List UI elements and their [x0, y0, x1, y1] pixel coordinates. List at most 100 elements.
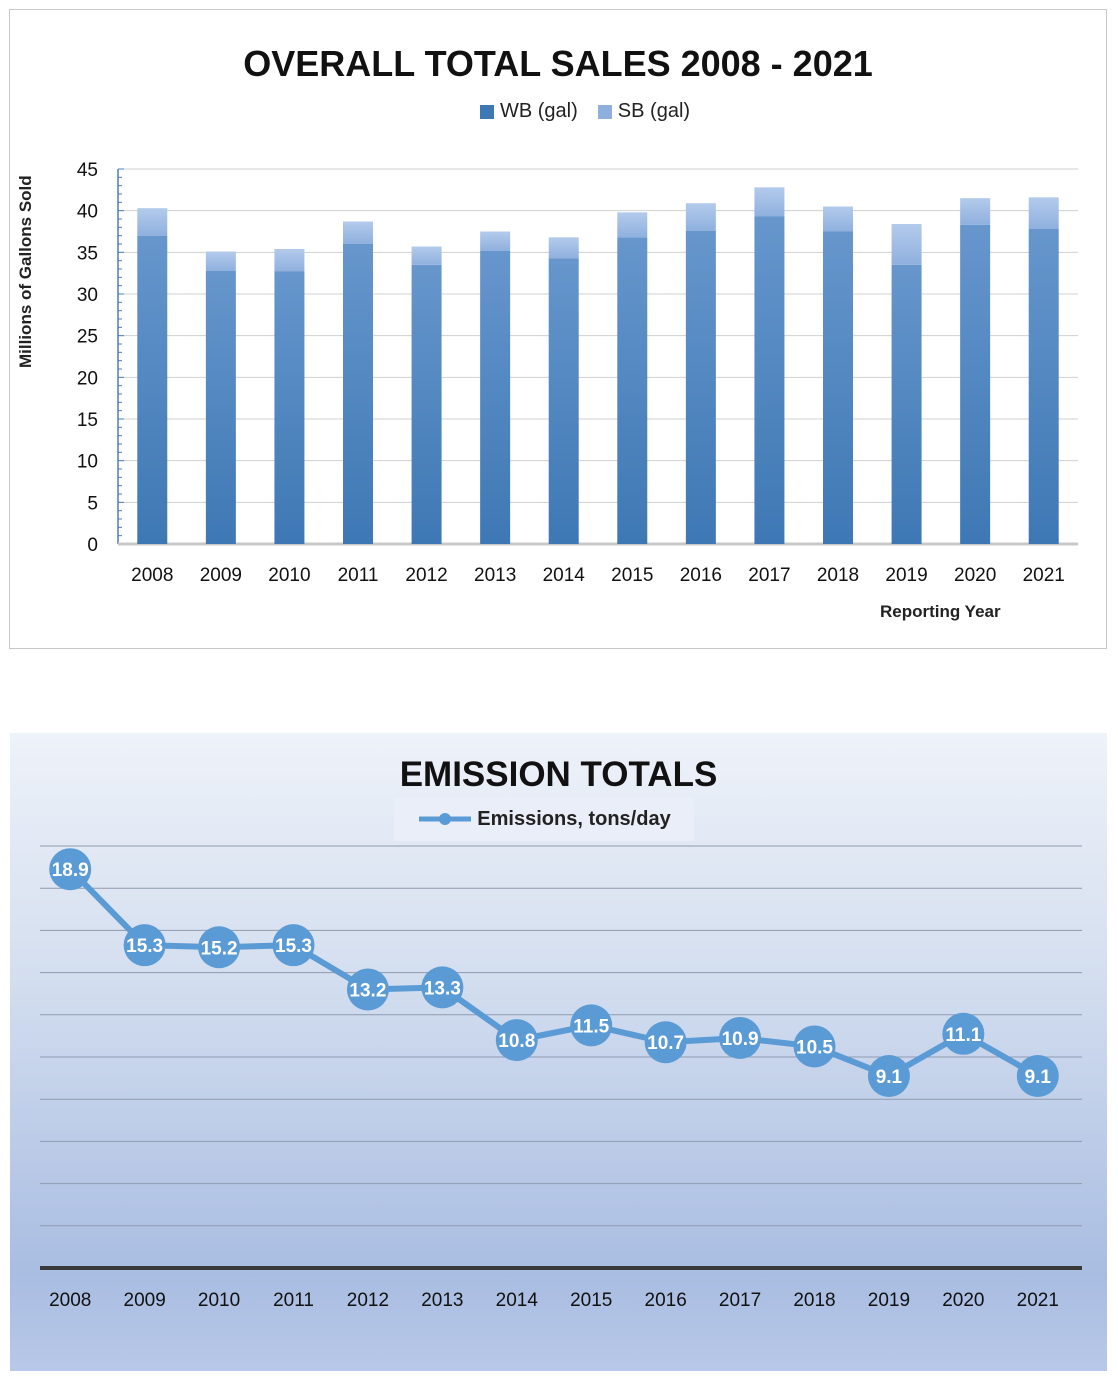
bar-sb-2008 [137, 208, 168, 236]
bar-wb-2017 [754, 216, 785, 544]
bar-sb-2016 [685, 203, 716, 231]
data-point-2021 [1016, 1054, 1059, 1097]
data-point-2020 [942, 1012, 985, 1055]
x-tick-label: 2009 [124, 1290, 166, 1311]
bar-wb-2010 [274, 271, 305, 544]
bar-wb-2021 [1028, 229, 1059, 544]
x-tick-label: 2012 [405, 565, 447, 586]
x-tick-label: 2020 [942, 1290, 984, 1311]
bar-sb-2010 [274, 249, 305, 272]
x-tick-label: 2013 [474, 565, 516, 586]
bar-wb-2008 [137, 235, 168, 544]
data-point-2013 [421, 966, 464, 1009]
y-tick-label: 15 [77, 410, 98, 431]
bar-sb-2014 [548, 237, 579, 259]
data-label-2015: 11.5 [573, 1016, 609, 1037]
bar-wb-2009 [205, 270, 236, 544]
legend-label-wb: WB (gal) [500, 100, 578, 122]
y-tick-label: 30 [77, 285, 98, 306]
data-point-2018 [793, 1025, 836, 1068]
data-point-2014 [495, 1019, 538, 1062]
sales-plot: 0 5 10 15 20 25 30 35 40 45 2008 2009 2010 2011 2012 20… [77, 160, 1078, 586]
data-label-2021: 9.1 [1025, 1067, 1052, 1088]
y-tick-label: 5 [87, 493, 98, 514]
emission-legend: Emissions, tons/day [394, 797, 694, 841]
bar-wb-2012 [411, 264, 442, 544]
data-label-2014: 10.8 [498, 1031, 535, 1052]
legend-swatch-sb [597, 104, 612, 119]
data-point-2016 [644, 1021, 687, 1064]
emission-plot: 18.9 15.3 15.2 15.3 13.2 13.3 10.8 11.5 10.7 10.9… [40, 845, 1082, 1311]
sales-chart-title: OVERALL TOTAL SALES 2008 - 2021 [243, 43, 873, 84]
data-label-2020: 11.1 [945, 1025, 981, 1046]
y-tick-label: 45 [77, 160, 98, 181]
data-point-2010 [198, 926, 241, 969]
legend-label-emissions: Emissions, tons/day [477, 807, 671, 830]
y-tick-label: 20 [77, 368, 98, 389]
data-label-2019: 9.1 [876, 1067, 903, 1088]
data-label-2017: 10.9 [722, 1029, 759, 1050]
x-axis-title: Reporting Year [880, 602, 1001, 621]
data-label-2008: 18.9 [52, 860, 89, 881]
x-tick-label: 2017 [748, 565, 790, 586]
y-tick-label: 35 [77, 243, 98, 264]
legend-item-wb: WB (gal) [480, 100, 578, 123]
bar-sb-2011 [343, 221, 373, 244]
x-tick-label: 2014 [543, 565, 586, 586]
bar-sb-2013 [480, 231, 511, 251]
y-tick-label: 40 [77, 202, 98, 223]
legend-label-sb: SB (gal) [617, 100, 691, 122]
bar-wb-2020 [960, 224, 991, 545]
bar-sb-2009 [205, 251, 236, 271]
bar-wb-2013 [480, 250, 511, 544]
data-label-2013: 13.3 [424, 978, 461, 999]
x-tick-label: 2021 [1017, 1290, 1059, 1311]
bar-sb-2017 [754, 187, 785, 217]
bar-wb-2014 [548, 258, 579, 544]
emission-chart-title: EMISSION TOTALS [399, 755, 718, 794]
bar-sb-2012 [411, 246, 442, 265]
x-tick-label: 2016 [680, 565, 722, 586]
data-point-2012 [346, 968, 389, 1011]
x-tick-label: 2021 [1023, 565, 1065, 586]
data-point-2015 [570, 1004, 613, 1047]
data-label-2016: 10.7 [647, 1033, 684, 1054]
x-tick-label: 2013 [421, 1290, 463, 1311]
x-tick-label: 2014 [496, 1290, 539, 1311]
x-tick-label: 2019 [885, 565, 927, 586]
x-tick-label: 2010 [198, 1290, 240, 1311]
data-label-2010: 15.2 [201, 938, 238, 959]
x-tick-label: 2017 [719, 1290, 761, 1311]
bar-wb-2011 [343, 244, 373, 544]
legend-item-sb: SB (gal) [597, 100, 691, 123]
bar-wb-2018 [823, 231, 853, 544]
data-point-2017 [719, 1017, 762, 1060]
bar-sb-2021 [1028, 197, 1059, 229]
x-tick-label: 2018 [793, 1290, 835, 1311]
x-tick-label: 2016 [645, 1290, 687, 1311]
data-label-2012: 13.2 [349, 980, 386, 1001]
x-tick-label: 2009 [200, 565, 242, 586]
y-tick-label: 25 [77, 327, 98, 348]
bar-sb-2020 [960, 198, 991, 225]
emission-chart-panel: EMISSION TOTALS Emissions, tons/day 18.9… [10, 733, 1107, 1371]
bar-sb-2019 [891, 224, 922, 265]
x-tick-label: 2012 [347, 1290, 389, 1311]
x-tick-label: 2008 [49, 1290, 91, 1311]
legend-swatch-wb [480, 104, 494, 119]
bar-wb-2015 [617, 237, 648, 545]
sales-chart-panel: OVERALL TOTAL SALES 2008 - 2021 WB (gal)… [9, 9, 1107, 649]
x-tick-label: 2015 [570, 1290, 612, 1311]
x-tick-label: 2015 [611, 565, 653, 586]
bar-sb-2018 [823, 206, 853, 232]
x-tick-label: 2019 [868, 1290, 910, 1311]
x-tick-label: 2010 [268, 565, 310, 586]
data-label-2011: 15.3 [275, 936, 312, 957]
x-tick-label: 2011 [338, 565, 379, 586]
data-point-2008 [49, 848, 92, 891]
x-tick-label: 2008 [131, 565, 173, 586]
legend-line-marker [419, 813, 472, 825]
bar-wb-2019 [891, 264, 922, 544]
bar-sb-2015 [617, 212, 648, 238]
y-tick-label: 0 [87, 535, 98, 556]
